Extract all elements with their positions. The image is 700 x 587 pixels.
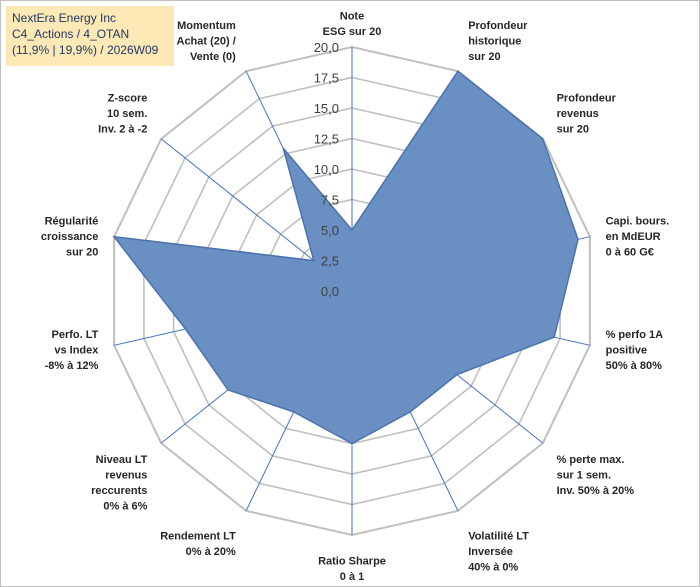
tick-label-8: 20,0 <box>314 40 339 55</box>
axis-label-line: 40% à 0% <box>468 561 518 573</box>
axis-label-10: Niveau LT revenus reccurents 0% à 6% <box>91 454 148 513</box>
axis-label-5: % perfo 1A positive 50% à 80% <box>606 329 664 372</box>
label-layer: Note ESG sur 20 Profondeur historique sur 20… <box>41 11 669 584</box>
axis-label-line: 0 à 1 <box>340 571 364 583</box>
axis-label-line: vs Index <box>54 344 99 356</box>
axis-label-line: % perte max. <box>557 454 625 466</box>
tick-layer: 0,0 2,5 5,0 7,5 10,0 12,5 15,0 17,5 20,0 <box>314 40 339 299</box>
axis-label-line: positive <box>606 344 648 356</box>
tick-label-6: 15,0 <box>314 101 339 116</box>
axis-label-line: Profondeur <box>468 20 528 32</box>
axis-label-12: Régularité croissance sur 20 <box>41 216 98 259</box>
axis-label-line: 0 à 60 G€ <box>606 247 654 259</box>
axis-label-line: Capi. bours. <box>606 216 670 228</box>
axis-label-1: Note ESG sur 20 <box>323 11 382 39</box>
axis-label-14: Momentum Achat (20) / Vente (0) <box>177 20 237 63</box>
axis-label-line: 50% à 80% <box>606 360 662 372</box>
axis-label-line: Ratio Sharpe <box>318 556 386 568</box>
tick-label-7: 17,5 <box>314 71 339 86</box>
tick-label-2: 5,0 <box>321 223 339 238</box>
axis-label-line: revenus <box>105 469 147 481</box>
title-stats: (11,9% | 19,9%) / 2026W09 <box>12 43 159 57</box>
axis-label-9: Rendement LT 0% à 20% <box>160 530 236 558</box>
axis-label-line: historique <box>468 36 521 48</box>
axis-label-line: Vente (0) <box>190 51 236 63</box>
axis-label-line: 0% à 6% <box>103 500 147 512</box>
axis-label-line: sur 20 <box>468 51 500 63</box>
axis-label-line: -8% à 12% <box>45 360 99 372</box>
axis-label-line: Rendement LT <box>160 530 236 542</box>
tick-label-1: 2,5 <box>321 254 339 269</box>
axis-label-line: Note <box>340 11 364 23</box>
series-area <box>112 70 579 445</box>
tick-label-0: 0,0 <box>321 284 339 299</box>
title-category: C4_Actions / 4_OTAN <box>12 27 130 41</box>
axis-label-11: Perfo. LT vs Index -8% à 12% <box>45 329 100 372</box>
axis-label-line: Profondeur <box>557 93 617 105</box>
axis-label-line: Inversée <box>468 546 513 558</box>
tick-label-4: 10,0 <box>314 162 339 177</box>
axis-label-line: sur 20 <box>557 124 589 136</box>
axis-label-line: Inv. 50% à 20% <box>557 485 635 497</box>
axis-label-line: Z-score <box>108 93 148 105</box>
tick-label-3: 7,5 <box>321 193 339 208</box>
axis-label-8: Ratio Sharpe 0 à 1 <box>318 556 386 584</box>
axis-label-line: % perfo 1A <box>606 329 664 341</box>
tick-label-5: 12,5 <box>314 132 339 147</box>
axis-label-line: croissance <box>41 231 98 243</box>
axis-label-line: Inv. 2 à -2 <box>98 124 147 136</box>
axis-label-3: Profondeur revenus sur 20 <box>557 93 617 136</box>
axis-label-line: revenus <box>557 108 599 120</box>
axis-label-line: ESG sur 20 <box>323 26 382 38</box>
axis-label-2: Profondeur historique sur 20 <box>468 20 528 63</box>
axis-label-line: Momentum <box>177 20 236 32</box>
axis-label-line: Achat (20) / <box>177 36 236 48</box>
chart-title-box: NextEra Energy Inc C4_Actions / 4_OTAN (… <box>6 6 174 66</box>
axis-label-line: 10 sem. <box>107 108 147 120</box>
axis-label-line: Perfo. LT <box>52 329 99 341</box>
axis-label-line: 0% à 20% <box>186 546 236 558</box>
axis-label-7: Volatilité LT Inversée 40% à 0% <box>468 530 529 573</box>
axis-label-line: Volatilité LT <box>468 530 529 542</box>
axis-label-13: Z-score 10 sem. Inv. 2 à -2 <box>98 93 147 136</box>
axis-label-line: Régularité <box>45 216 99 228</box>
axis-label-6: % perte max. sur 1 sem. Inv. 50% à 20% <box>557 454 635 497</box>
axis-label-line: sur 1 sem. <box>557 469 611 481</box>
axis-label-line: Niveau LT <box>96 454 148 466</box>
axis-label-4: Capi. bours. en MdEUR 0 à 60 G€ <box>606 216 670 259</box>
axis-label-line: reccurents <box>91 485 147 497</box>
axis-label-line: en MdEUR <box>606 231 661 243</box>
series-layer <box>112 70 579 445</box>
axis-label-line: sur 20 <box>66 247 98 259</box>
title-company: NextEra Energy Inc <box>12 11 117 25</box>
